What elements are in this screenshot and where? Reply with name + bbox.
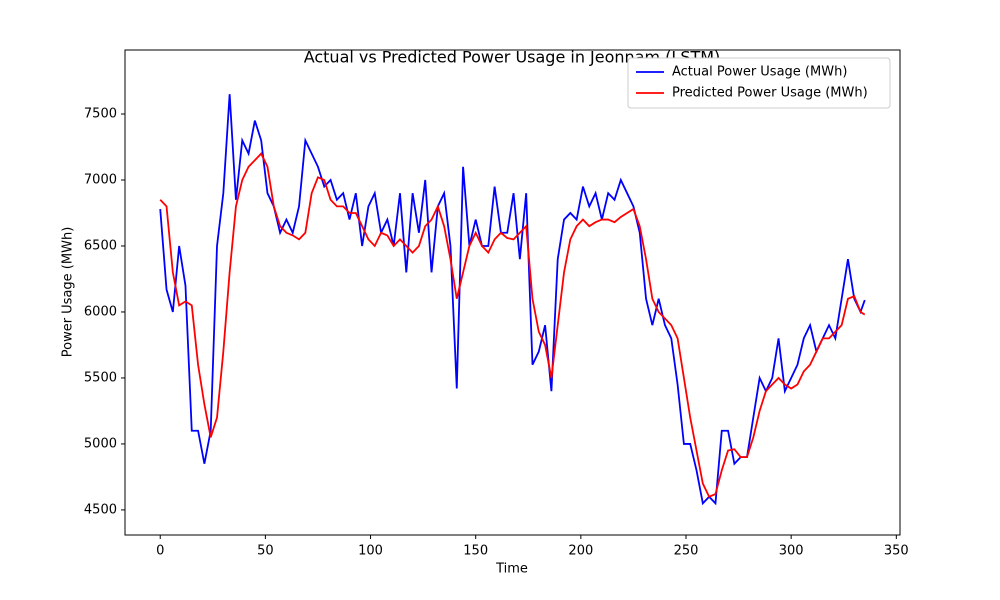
x-tick-label: 100 (358, 544, 383, 559)
legend-box (627, 57, 891, 109)
x-tick-label: 300 (779, 544, 804, 559)
plot-frame (124, 49, 901, 536)
y-tick-label: 7000 (84, 172, 117, 187)
series-line (159, 152, 866, 498)
x-tick-label: 0 (156, 544, 164, 559)
series-line (159, 94, 866, 506)
chart-title: Actual vs Predicted Power Usage in Jeonn… (304, 48, 721, 67)
x-tick-label: 200 (568, 544, 593, 559)
y-tick-label: 5000 (84, 436, 117, 451)
y-tick-label: 6000 (84, 304, 117, 319)
y-tick-label: 6500 (84, 238, 117, 253)
y-tick-label: 7500 (84, 107, 117, 122)
x-tick-label: 250 (674, 544, 699, 559)
y-tick-label: 5500 (84, 370, 117, 385)
legend-label: Predicted Power Usage (MWh) (672, 86, 868, 101)
x-tick-label: 350 (884, 544, 909, 559)
y-axis-label: Power Usage (MWh) (61, 227, 76, 358)
x-axis-label: Time (495, 562, 528, 577)
legend-label: Actual Power Usage (MWh) (672, 65, 847, 80)
x-tick-label: 150 (463, 544, 488, 559)
x-tick-label: 50 (257, 544, 274, 559)
y-tick-label: 4500 (84, 502, 117, 517)
